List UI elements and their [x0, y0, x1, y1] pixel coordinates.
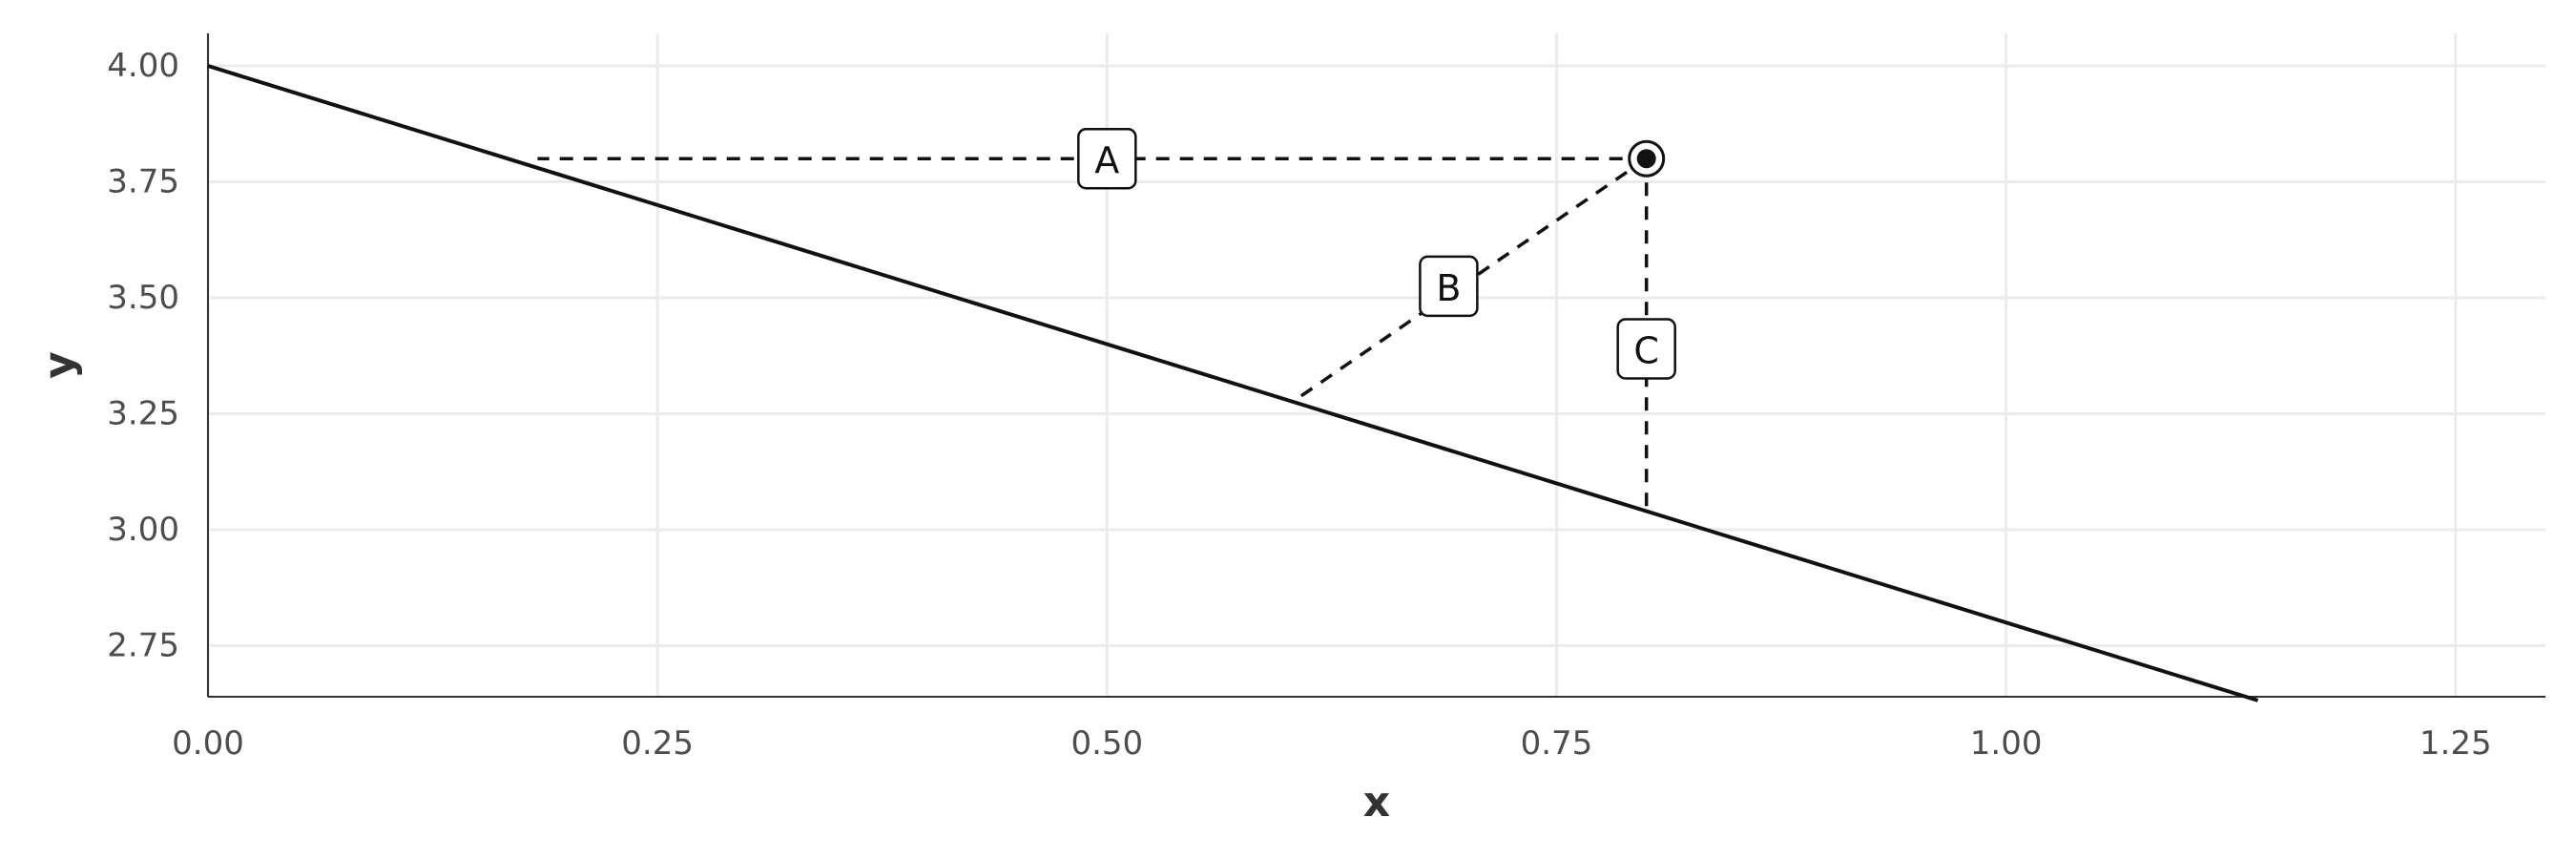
point-dot: [1636, 149, 1656, 169]
x-tick-label: 1.25: [2420, 724, 2492, 763]
grid: [206, 33, 2545, 697]
segment-label-box: [1616, 318, 1676, 380]
x-tick-label: 0.00: [172, 724, 244, 763]
segment-label-text: C: [1633, 329, 1659, 371]
x-tick-label: 0.25: [621, 724, 694, 763]
segment-labels: A B C: [1077, 127, 1676, 380]
y-tick-label: 2.75: [107, 627, 179, 665]
segment-label-text: A: [1094, 139, 1119, 181]
segment-label-C: C: [1616, 318, 1676, 380]
segment-label-text: B: [1436, 267, 1461, 309]
y-tick-label: 3.75: [107, 163, 179, 201]
x-tick-labels: 0.00 0.25 0.50 0.75 1.00 1.25: [172, 724, 2491, 763]
segment-label-A: A: [1077, 127, 1137, 190]
x-tick-label: 0.75: [1521, 724, 1593, 763]
y-tick-labels: 2.75 3.00 3.25 3.50 3.75 4.00: [107, 47, 179, 665]
segment-label-B: B: [1419, 255, 1479, 318]
x-axis-title: x: [1363, 778, 1390, 827]
y-tick-label: 4.00: [107, 47, 179, 85]
segment-label-box: [1419, 255, 1479, 318]
data-point: [1628, 139, 1666, 178]
segment-label-box: [1077, 127, 1137, 190]
y-tick-label: 3.50: [107, 279, 179, 317]
x-tick-label: 0.50: [1070, 724, 1143, 763]
y-tick-label: 3.00: [107, 511, 179, 549]
regression-line: [207, 64, 2259, 702]
y-axis-title: y: [35, 351, 84, 379]
y-tick-label: 3.25: [107, 395, 179, 433]
x-tick-label: 1.00: [1970, 724, 2043, 763]
